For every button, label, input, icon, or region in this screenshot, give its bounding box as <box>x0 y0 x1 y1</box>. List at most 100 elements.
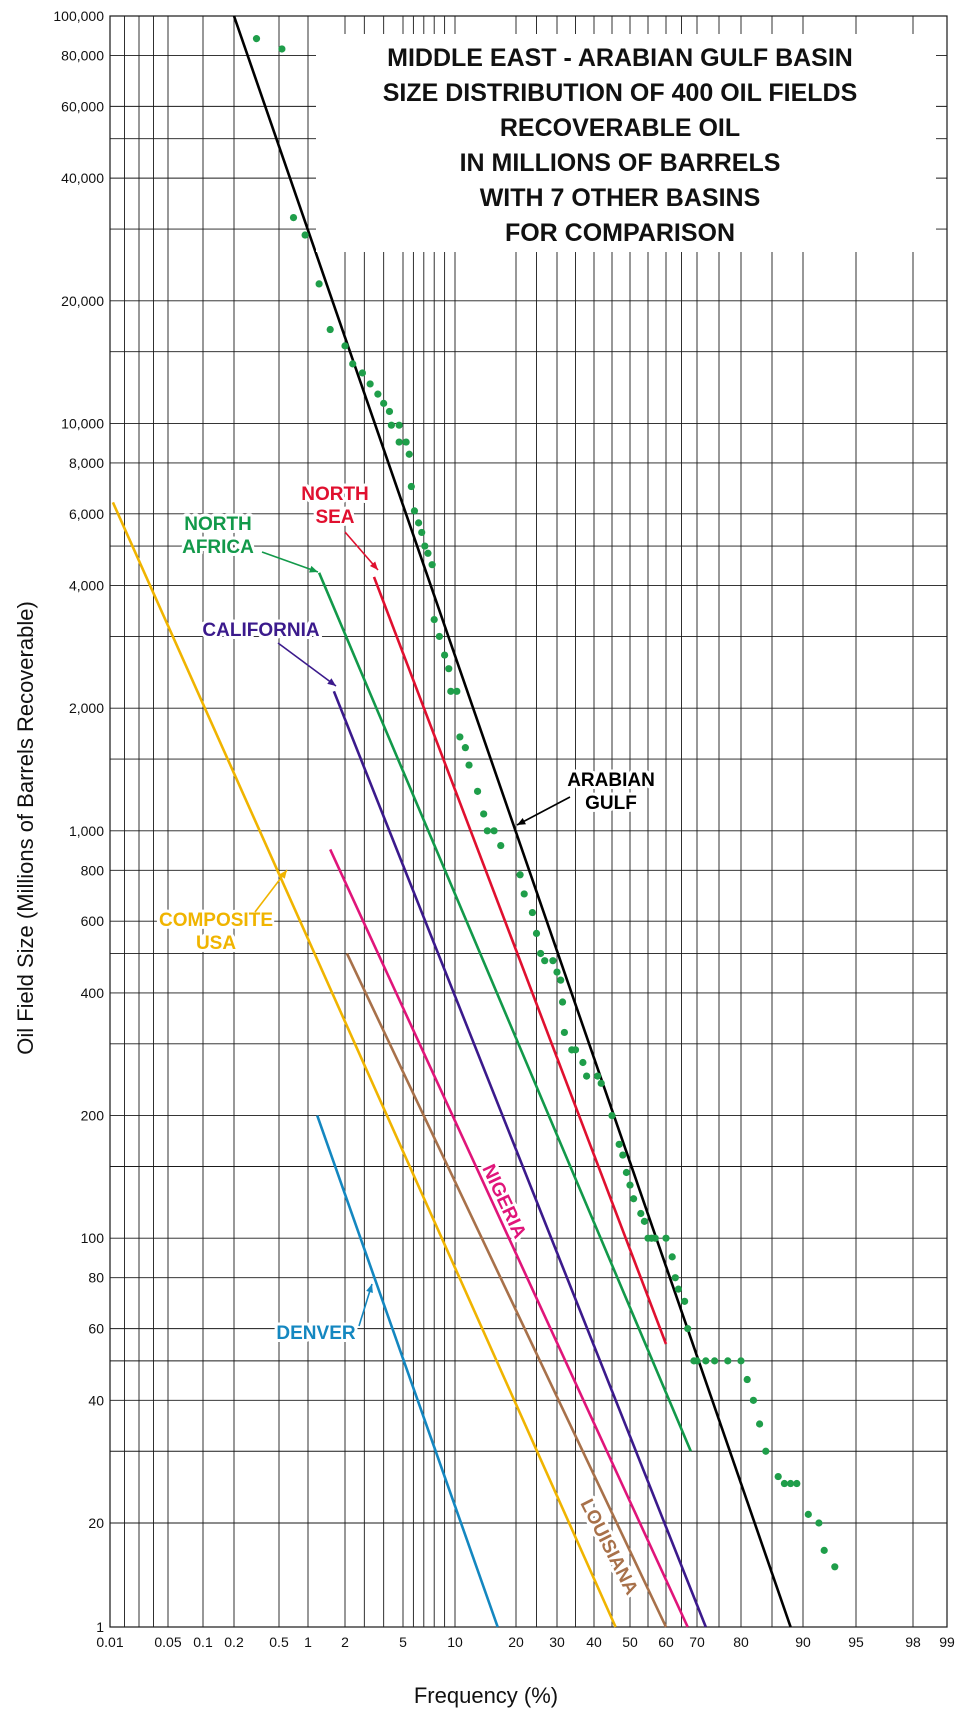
data-point <box>711 1357 719 1365</box>
x-tick-label: 30 <box>549 1634 565 1650</box>
data-point <box>453 687 461 695</box>
data-point <box>662 1234 670 1242</box>
data-point <box>415 519 423 527</box>
data-point <box>737 1357 745 1365</box>
data-point <box>537 949 545 958</box>
series-label-north-africa: AFRICA <box>182 537 254 558</box>
title-layer: MIDDLE EAST - ARABIAN GULF BASIN SIZE DIS… <box>316 34 936 252</box>
data-point <box>668 1253 676 1261</box>
data-point <box>435 632 443 641</box>
data-point <box>315 280 323 288</box>
data-point <box>651 1234 659 1242</box>
data-point <box>724 1357 732 1365</box>
y-tick-label: 40,000 <box>61 170 104 186</box>
x-tick-label: 70 <box>689 1634 705 1650</box>
data-point <box>532 929 541 938</box>
data-point <box>560 1028 569 1037</box>
series-label-north-sea: SEA <box>315 507 354 528</box>
data-point <box>756 1420 764 1428</box>
y-tick-label: 2,000 <box>69 700 104 716</box>
y-tick-label: 200 <box>81 1108 105 1124</box>
series-label-north-sea: NORTH <box>301 484 369 505</box>
arrowhead-north-sea <box>369 561 378 570</box>
x-tick-label: 0.1 <box>193 1634 213 1650</box>
data-point <box>374 390 382 398</box>
chart-title-line: FOR COMPARISON <box>505 219 735 247</box>
data-point <box>762 1447 770 1455</box>
chart-title-line: IN MILLIONS OF BARRELS <box>460 149 781 177</box>
title-box <box>316 34 936 252</box>
y-tick-label: 8,000 <box>69 455 104 471</box>
y-tick-label: 400 <box>81 985 105 1001</box>
x-axis-title: Frequency (%) <box>414 1683 558 1708</box>
y-tick-label: 600 <box>81 913 105 929</box>
data-point <box>571 1046 580 1054</box>
data-point <box>787 1479 795 1488</box>
data-point <box>395 438 403 446</box>
data-point <box>528 908 537 917</box>
arrowhead-composite-usa <box>279 870 287 879</box>
x-tick-label: 40 <box>586 1634 602 1650</box>
data-point <box>480 810 488 818</box>
data-point <box>358 369 366 377</box>
x-tick-label: 20 <box>508 1634 524 1650</box>
y-tick-label: 60 <box>88 1321 104 1337</box>
series-label-arabian-gulf: ARABIAN <box>567 770 655 791</box>
series-line-composite-usa <box>111 501 617 1628</box>
data-point <box>516 871 524 879</box>
data-point <box>441 651 449 659</box>
series-label-arabian-gulf: GULF <box>585 793 637 814</box>
x-tick-label: 80 <box>733 1634 749 1650</box>
data-point <box>497 841 505 850</box>
grid-layer <box>109 15 948 1628</box>
y-tick-label: 60,000 <box>61 98 104 114</box>
data-point <box>674 1285 683 1293</box>
chart-title-line: RECOVERABLE OIL <box>500 114 740 142</box>
x-tick-label: 50 <box>622 1634 638 1650</box>
data-point <box>278 45 286 53</box>
leader-line-composite-usa <box>254 869 288 913</box>
data-point <box>558 998 567 1006</box>
data-point <box>780 1479 789 1488</box>
tick-layer: 0.01 0.05 0.1 0.2 0.5 1 2 5 10 20 30 40 50 60 70 80 90 95… <box>53 8 955 1650</box>
data-point <box>430 615 438 624</box>
series-label-composite-usa: USA <box>196 933 236 954</box>
x-tick-label: 0.2 <box>224 1634 244 1650</box>
x-tick-label: 0.05 <box>154 1634 181 1650</box>
data-point <box>622 1168 631 1177</box>
x-tick-label: 95 <box>848 1634 864 1650</box>
y-tick-label: 20,000 <box>61 293 104 309</box>
y-tick-label: 80,000 <box>61 47 104 63</box>
data-point <box>681 1297 689 1305</box>
y-tick-label: 100,000 <box>53 8 104 24</box>
data-point <box>380 399 388 407</box>
data-point <box>483 827 491 835</box>
data-point <box>831 1563 839 1571</box>
y-tick-label: 800 <box>81 862 105 878</box>
data-point <box>671 1274 679 1282</box>
data-point <box>815 1519 823 1527</box>
data-point <box>640 1217 649 1225</box>
x-tick-label: 90 <box>795 1634 811 1650</box>
data-point <box>424 549 432 557</box>
x-tick-label: 5 <box>399 1634 407 1650</box>
data-point <box>289 214 298 222</box>
data-point <box>421 542 429 550</box>
leader-line-arabian-gulf <box>516 796 571 826</box>
data-point <box>461 744 469 752</box>
y-tick-label: 40 <box>88 1392 104 1408</box>
data-point <box>615 1140 623 1148</box>
data-point <box>774 1472 782 1481</box>
series-line-denver <box>316 1115 499 1628</box>
data-point <box>407 482 415 491</box>
data-point <box>793 1479 801 1488</box>
data-point <box>366 380 374 388</box>
y-tick-label: 1 <box>96 1619 104 1635</box>
data-point <box>428 561 436 569</box>
arrowhead-arabian-gulf <box>517 818 526 825</box>
data-point <box>583 1072 591 1080</box>
data-point <box>405 450 413 458</box>
chart-title-line: SIZE DISTRIBUTION OF 400 OIL FIELDS <box>383 79 858 107</box>
chart-title-line: MIDDLE EAST - ARABIAN GULF BASIN <box>387 44 853 72</box>
